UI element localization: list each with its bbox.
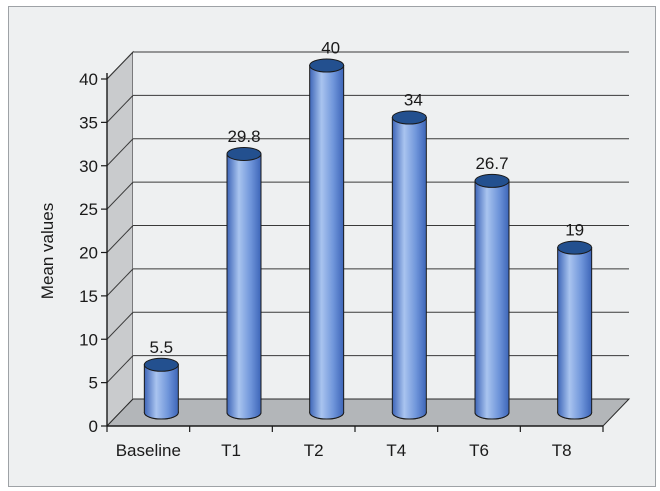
bar-top (309, 58, 345, 73)
gridline-side (106, 138, 134, 167)
bar-baseline (143, 357, 179, 420)
x-tick-label: T4 (386, 441, 406, 460)
floor (105, 398, 631, 427)
data-label: 26.7 (475, 154, 508, 173)
gridline-side (106, 311, 134, 340)
gridline-side (106, 268, 134, 297)
y-tick-label: 10 (79, 330, 98, 349)
gridline-side (106, 181, 134, 210)
y-tick-label: 15 (79, 287, 98, 306)
data-label: 5.5 (150, 338, 174, 357)
bar-top (143, 357, 179, 372)
bar-top (391, 110, 427, 125)
bar-t1 (226, 146, 262, 420)
y-axis-label: Mean values (38, 203, 57, 299)
bar-body (557, 247, 593, 420)
y-tick-label: 20 (79, 244, 98, 263)
data-label: 34 (404, 91, 423, 110)
x-tick-label: Baseline (116, 441, 181, 460)
bar-body (309, 65, 345, 420)
bar-chart: 0 5 10 15 20 25 30 35 40 5.5 Baseline 29.8 T1 40 T2 34 T… (38, 39, 631, 460)
y-tick-label: 30 (79, 157, 98, 176)
bar-body (391, 117, 427, 420)
bar-t6 (474, 173, 510, 420)
bar-t2 (309, 58, 345, 420)
bar-top (226, 146, 262, 161)
bar-top (557, 240, 593, 255)
bar-t8 (557, 240, 593, 420)
x-tick-label: T8 (552, 441, 572, 460)
x-tick-label: T2 (304, 441, 324, 460)
gridline-side (106, 225, 134, 253)
gridline-side (106, 51, 134, 80)
bar-top (474, 173, 510, 188)
y-tick-label: 25 (79, 200, 98, 219)
y-tick-label: 0 (89, 417, 98, 436)
bar-t4 (391, 110, 427, 420)
bar-body (143, 364, 179, 420)
y-tick-label: 35 (79, 113, 98, 132)
y-tick-label: 5 (89, 374, 98, 393)
x-tick-label: T6 (469, 441, 489, 460)
data-label: 29.8 (227, 127, 260, 146)
bar-body (226, 153, 262, 420)
y-tick-label: 40 (79, 70, 98, 89)
chart-frame: 0 5 10 15 20 25 30 35 40 5.5 Baseline 29.8 T1 40 T2 34 T… (8, 6, 656, 487)
gridline-side (106, 355, 134, 383)
x-tick-label: T1 (221, 441, 241, 460)
bar-body (474, 180, 510, 420)
gridline-side (106, 95, 134, 123)
data-label: 19 (565, 221, 584, 240)
data-label: 40 (321, 39, 340, 58)
